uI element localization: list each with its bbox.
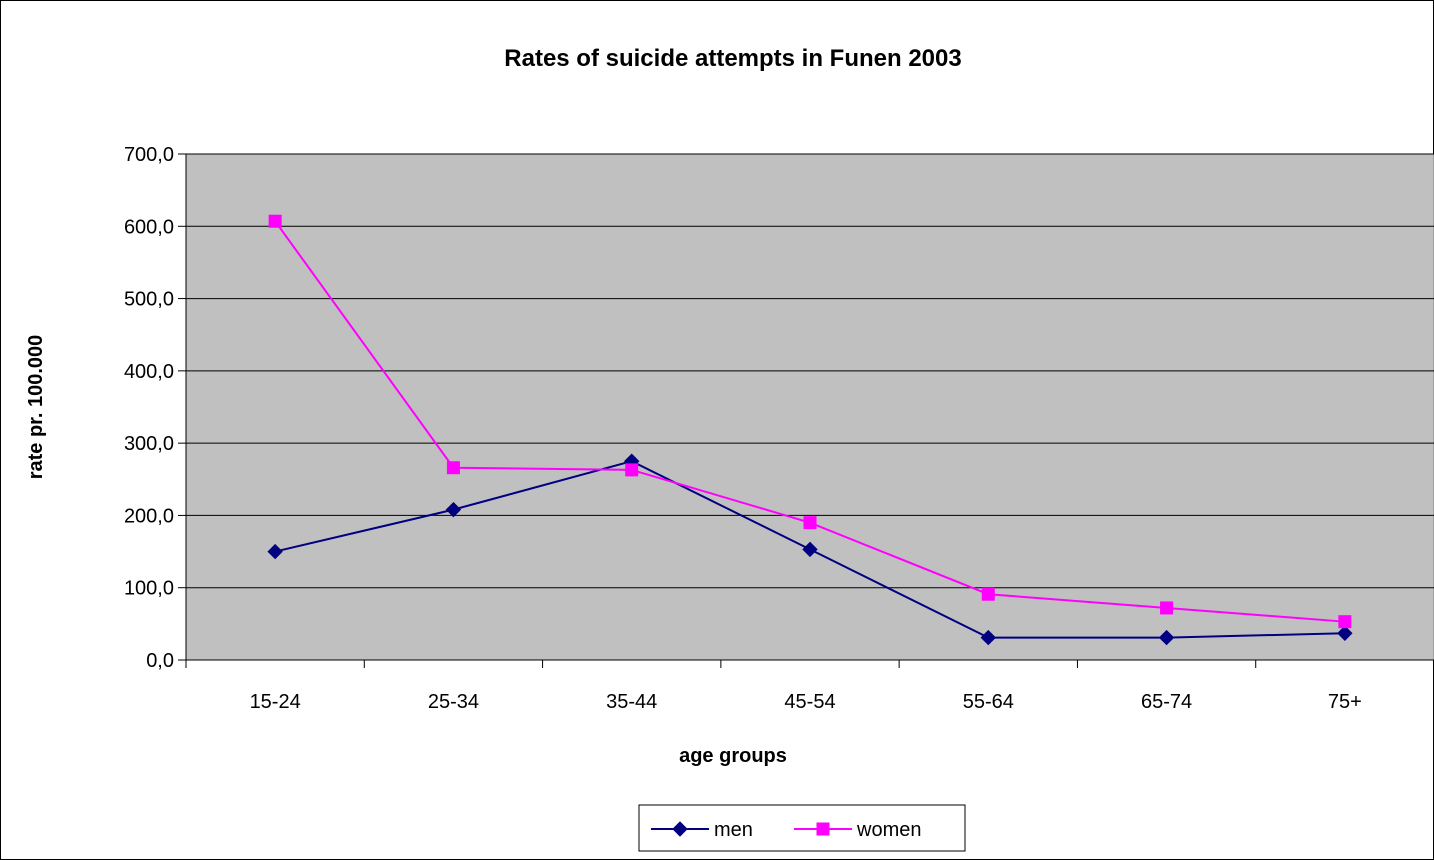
data-point-men (1158, 629, 1175, 646)
legend-marker-women (816, 822, 830, 836)
y-axis-title: rate pr. 100.000 (25, 335, 47, 480)
y-tick-label: 600,0 (124, 216, 174, 238)
x-tick-label: 35-44 (606, 691, 657, 713)
x-tick-label: 25-34 (428, 691, 479, 713)
data-point-women (446, 461, 460, 475)
legend-label-men: men (714, 819, 753, 841)
data-point-women (1338, 615, 1352, 629)
x-tick-label: 65-74 (1141, 691, 1192, 713)
x-tick-label: 55-64 (963, 691, 1014, 713)
data-point-women (268, 214, 282, 228)
x-axis-title: age groups (679, 745, 787, 767)
plot-background (185, 153, 1434, 661)
x-tick-label: 45-54 (784, 691, 835, 713)
y-tick-label: 700,0 (124, 144, 174, 166)
y-tick-label: 100,0 (124, 578, 174, 600)
y-tick-label: 300,0 (124, 433, 174, 455)
data-point-men (445, 501, 462, 518)
data-point-men (802, 541, 818, 558)
data-point-men (267, 543, 283, 560)
y-tick-label: 400,0 (124, 361, 174, 383)
y-tick-label: 0,0 (146, 650, 174, 672)
x-tick-label: 15-24 (250, 691, 301, 713)
y-tick-label: 200,0 (124, 505, 174, 527)
chart-title: Rates of suicide attempts in Funen 2003 (504, 45, 961, 72)
plot-area: 0,0 100,0 200,0 300,0 400,0 500,0 600,0 700,0 15… (124, 144, 1434, 713)
data-point-men (1337, 625, 1353, 641)
data-point-women (625, 463, 639, 477)
legend-marker-men (672, 821, 688, 837)
data-point-women (803, 516, 817, 530)
data-point-women (981, 587, 995, 601)
legend-label-women: women (856, 819, 921, 841)
x-tick-label: 75+ (1328, 691, 1362, 713)
data-point-men (980, 629, 996, 646)
legend: men women (638, 804, 966, 852)
y-tick-label: 500,0 (124, 289, 174, 311)
data-point-women (1160, 601, 1174, 615)
